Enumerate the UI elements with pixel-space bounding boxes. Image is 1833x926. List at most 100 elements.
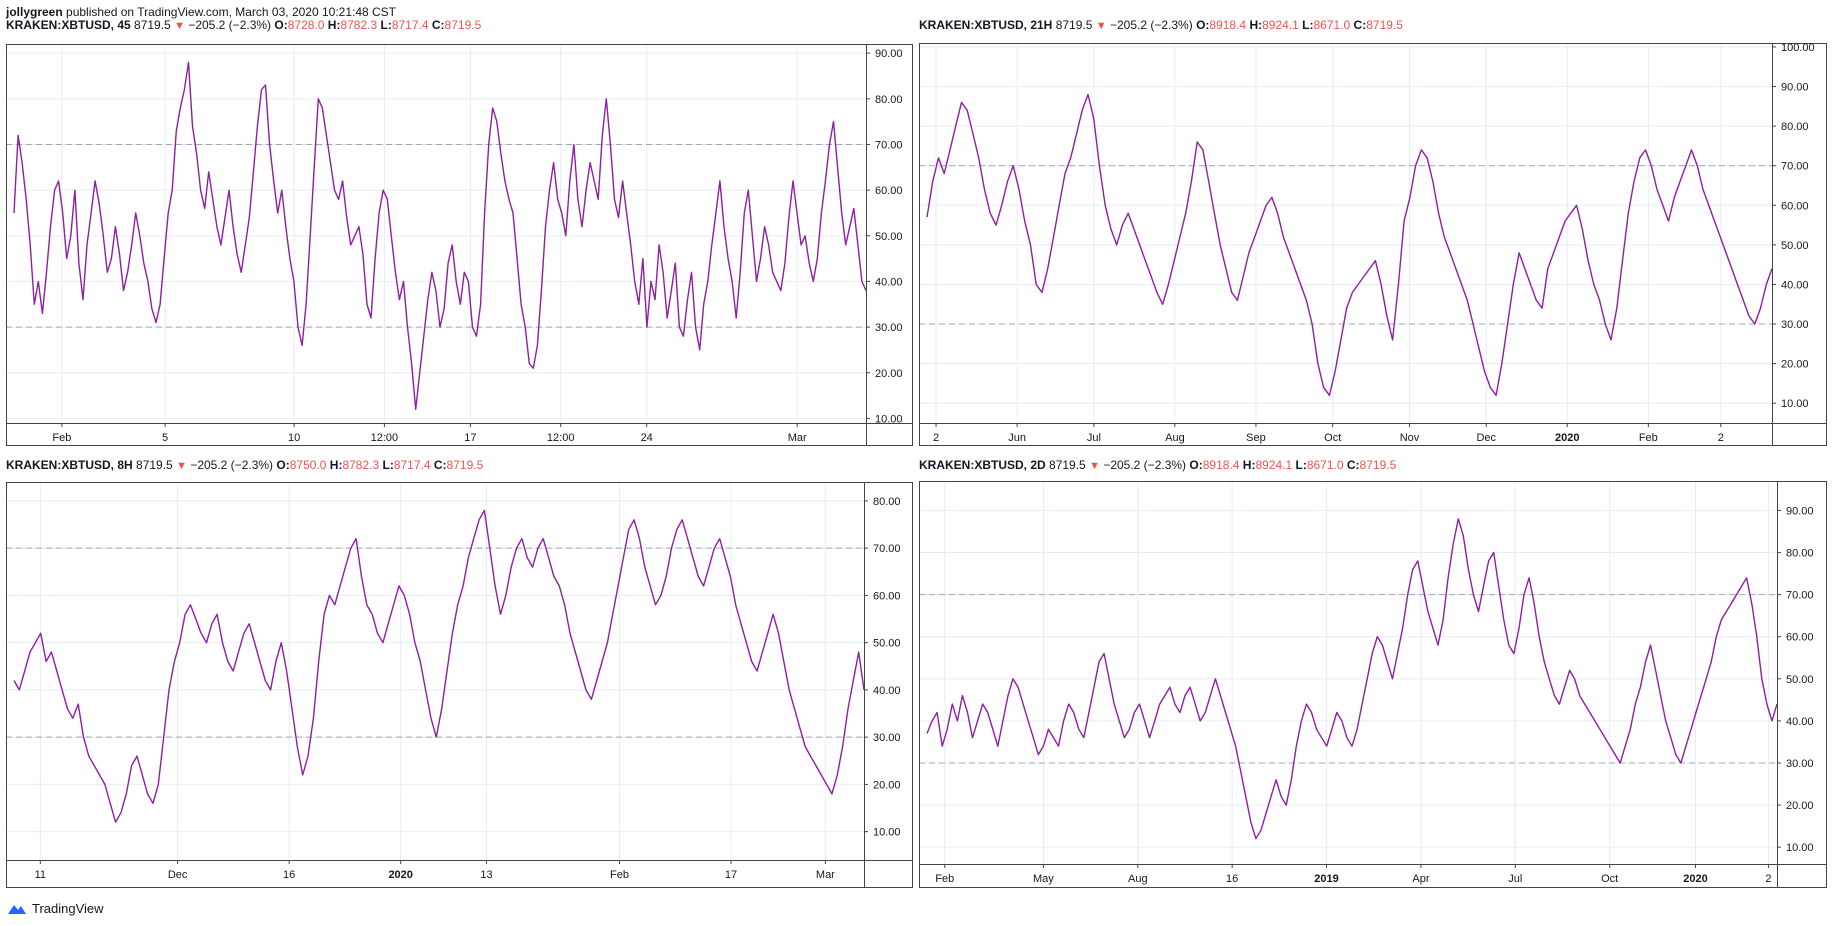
y-tick-label: 80.00 xyxy=(875,94,903,106)
pane-title-45: KRAKEN:XBTUSD, 45 8719.5 ▼ −205.2 (−2.3%… xyxy=(6,18,482,32)
x-tick-label: 2020 xyxy=(388,869,412,881)
down-triangle-icon: ▼ xyxy=(174,20,185,32)
x-tick-label: Oct xyxy=(1324,432,1341,444)
y-tick-label: 30.00 xyxy=(1786,758,1814,770)
pane-border xyxy=(6,482,913,888)
x-tick-label: 24 xyxy=(641,432,653,444)
x-tick-label: 17 xyxy=(725,869,737,881)
close-value: 8719.5 xyxy=(446,458,484,472)
y-tick-label: 30.00 xyxy=(875,322,903,334)
y-tick-label: 70.00 xyxy=(1781,161,1809,173)
y-tick-label: 30.00 xyxy=(873,732,901,744)
price-change: −205.2 (−2.3%) xyxy=(190,458,274,472)
x-tick-label: Feb xyxy=(610,869,629,881)
y-tick-label: 20.00 xyxy=(1786,800,1814,812)
open-value: 8728.0 xyxy=(287,18,325,32)
x-tick-label: May xyxy=(1033,873,1054,885)
y-tick-label: 40.00 xyxy=(1786,716,1814,728)
rsi-series-line xyxy=(13,61,867,410)
last-price: 8719.5 xyxy=(136,458,173,472)
down-triangle-icon: ▼ xyxy=(176,460,187,472)
x-tick-label: Dec xyxy=(168,869,188,881)
last-price: 8719.5 xyxy=(134,18,171,32)
pane-title-2d: KRAKEN:XBTUSD, 2D 8719.5 ▼ −205.2 (−2.3%… xyxy=(919,458,1397,472)
x-tick-label: 12:00 xyxy=(547,432,575,444)
x-tick-label: Sep xyxy=(1246,432,1266,444)
x-tick-label: Jul xyxy=(1087,432,1101,444)
rsi-chart-45[interactable]: 10.00 20.00 30.00 40.00 50.00 60.00 70.00 80.00… xyxy=(6,44,913,446)
x-tick-label: Aug xyxy=(1128,873,1148,885)
x-tick-label: Mar xyxy=(788,432,807,444)
y-tick-label: 20.00 xyxy=(873,779,901,791)
pane-title-21h: KRAKEN:XBTUSD, 21H 8719.5 ▼ −205.2 (−2.3… xyxy=(919,18,1403,32)
rsi-chart-21h[interactable]: 10.00 20.00 30.00 40.00 50.00 60.00 70.00 80.00… xyxy=(919,42,1827,446)
x-tick-label: Oct xyxy=(1601,873,1618,885)
y-tick-label: 60.00 xyxy=(875,185,903,197)
y-tick-label: 80.00 xyxy=(873,496,901,508)
price-change: −205.2 (−2.3%) xyxy=(1103,458,1187,472)
y-tick-label: 20.00 xyxy=(875,368,903,380)
y-tick-label: 90.00 xyxy=(1786,505,1814,517)
y-tick-label: 10.00 xyxy=(1786,842,1814,854)
x-tick-label: 2 xyxy=(933,432,939,444)
symbol-label[interactable]: KRAKEN:XBTUSD, 8H xyxy=(6,458,133,472)
x-tick-label: Nov xyxy=(1400,432,1420,444)
x-tick-label: 2020 xyxy=(1683,873,1707,885)
open-value: 8918.4 xyxy=(1202,458,1240,472)
y-tick-label: 40.00 xyxy=(873,685,901,697)
y-tick-label: 90.00 xyxy=(875,48,903,60)
close-value: 8719.5 xyxy=(444,18,482,32)
x-tick-label: Jul xyxy=(1508,873,1522,885)
down-triangle-icon: ▼ xyxy=(1089,460,1100,472)
open-value: 8750.0 xyxy=(289,458,327,472)
x-tick-label: 5 xyxy=(162,432,168,444)
rsi-chart-2d[interactable]: 10.00 20.00 30.00 40.00 50.00 60.00 70.00 80.00… xyxy=(919,481,1827,888)
y-tick-label: 70.00 xyxy=(875,139,903,151)
x-tick-label: 16 xyxy=(1226,873,1238,885)
last-price: 8719.5 xyxy=(1055,18,1093,32)
low-value: 8717.4 xyxy=(393,458,431,472)
y-tick-label: 10.00 xyxy=(875,413,903,425)
symbol-label[interactable]: KRAKEN:XBTUSD, 45 xyxy=(6,18,131,32)
x-tick-label: Feb xyxy=(935,873,954,885)
x-tick-label: Feb xyxy=(1639,432,1658,444)
y-tick-label: 60.00 xyxy=(1781,200,1809,212)
x-tick-label: Dec xyxy=(1476,432,1496,444)
y-tick-label: 60.00 xyxy=(873,590,901,602)
y-tick-label: 30.00 xyxy=(1781,319,1809,331)
tradingview-cloud-icon xyxy=(8,905,26,914)
rsi-series-line xyxy=(926,518,1778,840)
pane-border xyxy=(6,44,913,446)
y-tick-label: 40.00 xyxy=(875,276,903,288)
symbol-label[interactable]: KRAKEN:XBTUSD, 2D xyxy=(919,458,1046,472)
y-tick-label: 100.00 xyxy=(1781,42,1815,54)
symbol-label[interactable]: KRAKEN:XBTUSD, 21H xyxy=(919,18,1053,32)
rsi-series-line xyxy=(13,509,865,823)
high-value: 8924.1 xyxy=(1262,18,1299,32)
close-value: 8719.5 xyxy=(1359,458,1397,472)
x-tick-label: 11 xyxy=(35,869,46,881)
pane-title-8h: KRAKEN:XBTUSD, 8H 8719.5 ▼ −205.2 (−2.3%… xyxy=(6,458,484,472)
y-tick-label: 80.00 xyxy=(1781,121,1809,133)
down-triangle-icon: ▼ xyxy=(1095,20,1107,32)
low-value: 8671.0 xyxy=(1306,458,1344,472)
x-tick-label: 2020 xyxy=(1555,432,1579,444)
x-tick-label: Jun xyxy=(1008,432,1026,444)
rsi-chart-8h[interactable]: 10.00 20.00 30.00 40.00 50.00 60.00 70.00 80.00… xyxy=(6,482,913,888)
pane-border xyxy=(919,481,1827,888)
high-value: 8782.3 xyxy=(342,458,380,472)
x-tick-label: 13 xyxy=(480,869,492,881)
x-tick-label: 17 xyxy=(464,432,476,444)
y-tick-label: 50.00 xyxy=(1781,240,1809,252)
y-tick-label: 10.00 xyxy=(873,827,901,839)
low-value: 8671.0 xyxy=(1313,18,1351,32)
x-tick-label: Apr xyxy=(1412,873,1429,885)
y-tick-label: 40.00 xyxy=(1781,279,1809,291)
y-tick-label: 50.00 xyxy=(875,231,903,243)
price-change: −205.2 (−2.3%) xyxy=(188,18,272,32)
tradingview-logo[interactable]: TradingView xyxy=(6,898,104,918)
y-tick-label: 60.00 xyxy=(1786,632,1814,644)
author-name[interactable]: jollygreen xyxy=(6,5,63,19)
x-tick-label: 10 xyxy=(288,432,300,444)
publish-info: published on TradingView.com, March 03, … xyxy=(66,5,397,19)
